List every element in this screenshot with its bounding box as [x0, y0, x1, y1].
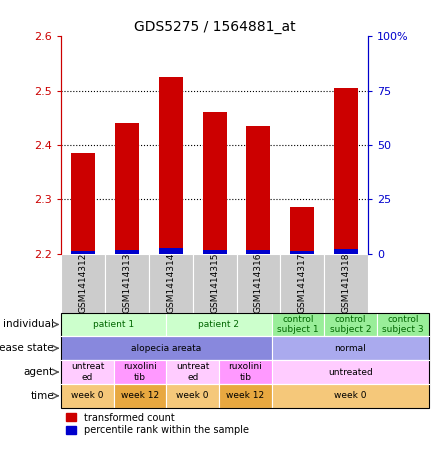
Bar [61, 254, 105, 313]
Bar [166, 384, 219, 408]
Bar [290, 207, 314, 254]
Text: GSM1414317: GSM1414317 [298, 253, 307, 313]
Text: control
subject 3: control subject 3 [382, 315, 424, 334]
Bar [114, 384, 166, 408]
Text: GSM1414313: GSM1414313 [123, 253, 131, 313]
Text: untreat
ed: untreat ed [176, 362, 209, 382]
Bar [334, 88, 358, 254]
Text: agent: agent [24, 367, 54, 377]
Text: ruxolini
tib: ruxolini tib [123, 362, 157, 382]
Bar [61, 384, 114, 408]
Text: disease state: disease state [0, 343, 54, 353]
Bar [272, 384, 429, 408]
Text: week 0: week 0 [177, 391, 209, 400]
Bar [324, 254, 368, 313]
Text: week 12: week 12 [226, 391, 265, 400]
Text: week 0: week 0 [71, 391, 104, 400]
Text: week 0: week 0 [334, 391, 367, 400]
Text: control
subject 2: control subject 2 [330, 315, 371, 334]
Bar [61, 360, 114, 384]
Bar [324, 313, 377, 336]
Bar [334, 249, 358, 254]
Text: time: time [30, 391, 54, 401]
Bar [115, 250, 139, 254]
Bar [202, 251, 227, 254]
Text: normal: normal [335, 344, 366, 353]
Bar [246, 126, 270, 254]
Text: patient 2: patient 2 [198, 320, 240, 329]
Text: GSM1414315: GSM1414315 [210, 253, 219, 313]
Text: GSM1414314: GSM1414314 [166, 253, 175, 313]
Bar [115, 123, 139, 254]
Text: week 12: week 12 [121, 391, 159, 400]
Bar [61, 336, 272, 360]
Text: untreated: untreated [328, 367, 373, 376]
Bar [280, 254, 324, 313]
Bar [71, 153, 95, 254]
Bar [202, 112, 227, 254]
Bar [166, 360, 219, 384]
Bar [159, 77, 183, 254]
Bar [61, 313, 166, 336]
Bar [237, 254, 280, 313]
Bar [246, 250, 270, 254]
Text: GSM1414316: GSM1414316 [254, 253, 263, 313]
Title: GDS5275 / 1564881_at: GDS5275 / 1564881_at [134, 20, 296, 34]
Bar [219, 384, 272, 408]
Bar [149, 254, 193, 313]
Legend: transformed count, percentile rank within the sample: transformed count, percentile rank withi… [66, 413, 249, 435]
Text: patient 1: patient 1 [93, 320, 134, 329]
Text: alopecia areata: alopecia areata [131, 344, 201, 353]
Bar [71, 251, 95, 254]
Text: control
subject 1: control subject 1 [277, 315, 319, 334]
Text: individual: individual [3, 319, 54, 329]
Bar [272, 336, 429, 360]
Bar [105, 254, 149, 313]
Bar [272, 360, 429, 384]
Text: GSM1414318: GSM1414318 [342, 253, 350, 313]
Bar [290, 251, 314, 254]
Bar [219, 360, 272, 384]
Bar [193, 254, 237, 313]
Bar [166, 313, 272, 336]
Bar [272, 313, 324, 336]
Text: GSM1414312: GSM1414312 [79, 253, 88, 313]
Bar [159, 248, 183, 254]
Text: untreat
ed: untreat ed [71, 362, 104, 382]
Text: ruxolini
tib: ruxolini tib [228, 362, 262, 382]
Bar [377, 313, 429, 336]
Bar [114, 360, 166, 384]
